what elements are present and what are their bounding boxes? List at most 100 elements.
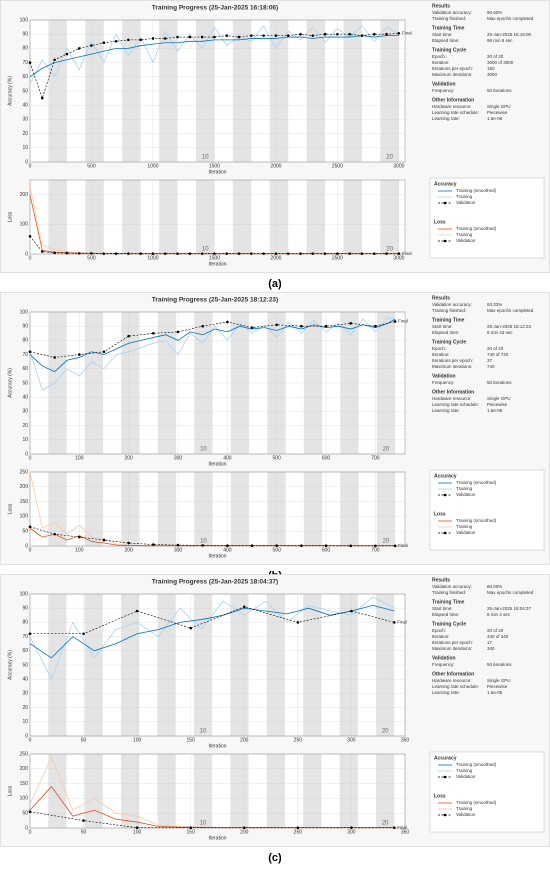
- validation-point: [324, 544, 328, 548]
- x-tick-label: 100: [75, 455, 84, 461]
- validation-point: [28, 61, 32, 64]
- legend-title: Loss: [434, 511, 446, 517]
- legend-title: Loss: [434, 219, 446, 225]
- y-tick-label: 200: [20, 192, 29, 198]
- info-heading: Validation: [432, 373, 456, 379]
- validation-point: [201, 324, 204, 328]
- y-tick-label: 200: [20, 484, 29, 490]
- info-label: Frequency:: [432, 380, 455, 385]
- x-axis-label: Iteration: [208, 461, 226, 467]
- validation-point: [237, 252, 241, 256]
- epoch-band: [343, 180, 362, 254]
- info-label: Validation accuracy:: [432, 584, 472, 589]
- x-tick-label: 100: [133, 829, 142, 835]
- info-label: Learning rate:: [432, 116, 460, 121]
- legend-label: Training (smoothed): [456, 800, 497, 805]
- validation-point: [135, 609, 139, 613]
- legend-label: Training: [456, 486, 473, 491]
- epoch-label: 10: [200, 539, 207, 545]
- info-value: 98 min 8 sec: [487, 38, 513, 43]
- validation-point: [311, 252, 315, 256]
- series-line: [29, 596, 395, 681]
- info-heading: Training Time: [432, 317, 465, 323]
- info-label: Learning rate schedule:: [432, 684, 479, 689]
- y-tick-label: 150: [20, 781, 29, 787]
- legend-marker: [443, 201, 447, 205]
- validation-point: [237, 35, 241, 39]
- validation-point: [348, 32, 351, 36]
- epoch-band: [306, 180, 326, 254]
- validation-point: [242, 605, 246, 609]
- info-value: 93.33%: [487, 302, 502, 307]
- validation-point: [53, 251, 56, 255]
- x-tick-label: 300: [174, 455, 183, 461]
- info-label: Learning rate:: [432, 690, 460, 695]
- epoch-band: [230, 754, 249, 828]
- info-heading: Training Cycle: [432, 339, 466, 345]
- info-label: Start time:: [432, 32, 453, 37]
- legend-title: Accuracy: [434, 473, 457, 479]
- validation-point: [392, 621, 396, 624]
- validation-point: [225, 34, 229, 37]
- info-value: 37: [487, 358, 493, 363]
- series-line: [29, 35, 399, 78]
- y-tick-label: 30: [22, 691, 28, 697]
- y-tick-label: 0: [25, 543, 28, 549]
- x-tick-label: 250: [294, 829, 303, 835]
- x-tick-label: 3000: [393, 255, 404, 261]
- epoch-label: 20: [382, 821, 389, 827]
- panel-caption: (a): [268, 278, 282, 290]
- y-tick-label: 10: [22, 437, 28, 443]
- info-value: 1.6e-06: [487, 408, 503, 413]
- y-tick-label: 10: [22, 145, 28, 151]
- validation-point: [139, 252, 142, 256]
- y-tick-label: 60: [22, 74, 28, 80]
- epoch-band: [48, 472, 67, 546]
- validation-point: [286, 34, 290, 37]
- validation-point: [151, 252, 155, 256]
- x-tick-label: 350: [401, 737, 410, 743]
- validation-point: [82, 819, 85, 822]
- y-tick-label: 0: [25, 733, 28, 739]
- x-tick-label: 2000: [270, 255, 281, 261]
- x-tick-label: 200: [125, 547, 134, 553]
- epoch-band: [194, 472, 213, 546]
- y-tick-label: 0: [25, 451, 28, 457]
- validation-point: [250, 544, 254, 548]
- x-axis-label: Iteration: [208, 261, 226, 267]
- info-label: Epoch:: [432, 54, 446, 59]
- epoch-label: 10: [200, 447, 207, 453]
- epoch-label: 10: [200, 729, 207, 735]
- x-tick-label: 150: [187, 737, 196, 743]
- x-tick-label: 3000: [393, 163, 404, 169]
- epoch-band: [267, 472, 286, 546]
- y-tick-label: 50: [22, 529, 28, 535]
- legend-label: Training (smoothed): [456, 480, 497, 485]
- validation-point: [349, 544, 353, 548]
- y-axis-label: Loss: [7, 785, 13, 796]
- epoch-band: [48, 754, 67, 828]
- info-label: Start time:: [432, 324, 453, 329]
- y-tick-label: 70: [22, 634, 28, 640]
- info-label: Epoch:: [432, 628, 446, 633]
- x-tick-label: 700: [371, 455, 380, 461]
- validation-point: [250, 34, 253, 37]
- y-tick-label: 50: [22, 88, 28, 94]
- validation-point: [250, 326, 254, 329]
- info-value: Single GPU: [487, 678, 511, 683]
- epoch-label: 20: [382, 729, 389, 735]
- validation-point: [53, 58, 56, 62]
- info-heading: Other Information: [432, 671, 474, 677]
- info-label: Epoch:: [432, 346, 446, 351]
- info-label: Elapsed time:: [432, 612, 459, 617]
- x-tick-label: 2500: [332, 163, 343, 169]
- validation-point: [28, 350, 32, 354]
- info-heading: Training Cycle: [432, 621, 466, 627]
- x-axis-label: Iteration: [208, 835, 226, 841]
- y-tick-label: 90: [22, 324, 28, 330]
- x-tick-label: 350: [401, 829, 410, 835]
- x-tick-label: 1500: [209, 163, 220, 169]
- validation-point: [360, 34, 364, 37]
- legend-label: Training: [456, 768, 473, 773]
- x-tick-label: 0: [29, 255, 32, 261]
